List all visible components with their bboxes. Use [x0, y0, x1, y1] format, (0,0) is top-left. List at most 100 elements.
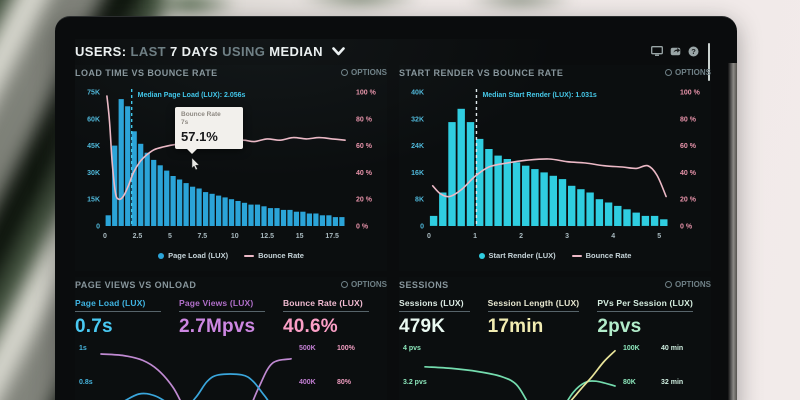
bounce-rate-tooltip: Bounce Rate 7s 57.1%	[175, 107, 243, 154]
x-axis-tick: 12.5	[260, 233, 274, 240]
metric-underline	[487, 311, 580, 312]
x-axis-tick: 2	[519, 233, 523, 240]
options-button[interactable]: OPTIONS	[340, 280, 387, 289]
chevron-down-icon[interactable]	[332, 46, 345, 56]
page-views-trend-chart[interactable]: 1s 0.8s 500K 100% 400K 80%	[75, 340, 387, 400]
y-axis-tick-left: 16K	[411, 170, 424, 177]
histogram-bar	[177, 179, 183, 226]
dashboard-screen: USERS: LAST 7 DAYS USING MEDIAN ?	[75, 39, 711, 400]
metric-underline	[283, 311, 369, 312]
legend-item: Bounce Rate	[571, 251, 631, 260]
mini-y-tick-right-b: 100%	[337, 345, 356, 352]
tooltip-value: 57.1%	[181, 128, 218, 144]
histogram-bar	[494, 155, 502, 226]
options-button[interactable]: OPTIONS	[340, 68, 387, 77]
mini-y-tick-left: 4 pvs	[403, 345, 421, 352]
histogram-bar	[326, 215, 332, 226]
histogram-bar	[157, 165, 163, 226]
x-axis-tick: 15	[296, 233, 304, 240]
title-users: USERS:	[75, 43, 127, 59]
display-icon[interactable]	[651, 46, 663, 56]
histogram-bar	[531, 169, 539, 226]
options-button[interactable]: OPTIONS	[664, 280, 711, 289]
panel-page-views: PAGE VIEWS VS ONLOAD OPTIONS Page Load (…	[75, 277, 387, 400]
histogram-bar	[660, 219, 668, 226]
x-axis-tick: 7.5	[197, 233, 207, 240]
mini-y-tick-right-a: 100K	[623, 345, 640, 352]
laptop-screen-frame: USERS: LAST 7 DAYS USING MEDIAN ?	[55, 16, 737, 400]
histogram-bar	[151, 159, 157, 226]
mini-y-tick-right-a: 500K	[299, 345, 316, 352]
x-axis-tick: 10	[231, 233, 239, 240]
y-axis-tick-right: 60 %	[680, 143, 697, 150]
histogram-bar	[568, 185, 576, 226]
tooltip-subtitle: 7s	[181, 119, 189, 127]
histogram-bar	[267, 208, 274, 226]
y-axis-tick-right: 20 %	[680, 197, 697, 204]
gear-icon	[340, 69, 348, 76]
y-axis-tick-right: 60 %	[356, 143, 373, 150]
histogram-bar	[540, 172, 548, 226]
histogram-bar	[287, 209, 293, 226]
y-axis-tick-right: 40 %	[356, 170, 373, 177]
histogram-bar	[623, 209, 631, 227]
histogram-bar	[512, 162, 521, 226]
gear-icon	[664, 281, 672, 288]
histogram-bar	[248, 204, 254, 226]
y-axis-tick-left: 32K	[411, 116, 424, 123]
histogram-bar	[196, 188, 202, 226]
mini-y-tick-left: 0.8s	[79, 379, 93, 386]
panel-title: PAGE VIEWS VS ONLOAD	[75, 279, 197, 290]
export-icon[interactable]	[670, 46, 681, 56]
title-median: MEDIAN	[269, 43, 323, 59]
x-axis-tick: 4	[611, 233, 615, 240]
header-icons: ?	[651, 46, 699, 57]
histogram-bar	[558, 179, 567, 226]
mini-y-tick-right-a: 400K	[299, 379, 316, 386]
histogram-bar	[485, 149, 493, 226]
histogram-bar	[549, 175, 557, 227]
y-axis-tick-left: 24K	[411, 143, 424, 150]
histogram-bar	[170, 176, 176, 226]
histogram-bar	[209, 193, 215, 226]
load-time-chart[interactable]: 75K 60K 45K 30K 15K 0 100 % 80 % 60 % 40 % 20 % 0 %…	[75, 82, 387, 250]
median-label: Median Start Render (LUX): 1.031s	[482, 92, 596, 99]
histogram-bar	[339, 217, 345, 226]
date-range-selector[interactable]: USERS: LAST 7 DAYS USING MEDIAN	[75, 44, 345, 59]
scrollbar[interactable]	[707, 43, 710, 81]
histogram-bar	[131, 131, 137, 226]
session-length-line	[570, 349, 616, 400]
sessions-trend-chart[interactable]: 4 pvs 3.2 pvs 100K 40 min 80K 32 min	[399, 340, 711, 400]
help-icon[interactable]: ?	[688, 46, 699, 57]
y-axis-tick-left: 60K	[87, 116, 100, 123]
options-button[interactable]: OPTIONS	[664, 68, 711, 77]
histogram-bar	[261, 206, 267, 226]
x-axis-tick: 0	[103, 233, 107, 240]
histogram-bar	[522, 165, 530, 226]
start-render-chart[interactable]: 40K 32K 24K 16K 8K 0 100 % 80 % 60 % 40 % 20 % 0 % 0…	[399, 82, 711, 250]
histogram-bar	[280, 209, 287, 226]
legend-item: Page Load (LUX)	[158, 251, 228, 260]
histogram-bar	[313, 213, 319, 226]
gear-icon	[340, 281, 348, 288]
mini-y-tick-right-b: 80%	[337, 379, 352, 386]
cursor-pointer-icon	[191, 157, 200, 175]
y-axis-tick-right: 0 %	[680, 224, 693, 231]
panel-page-views-header: PAGE VIEWS VS ONLOAD OPTIONS	[75, 277, 387, 292]
histogram-bar	[632, 212, 640, 226]
histogram-bar	[274, 208, 280, 226]
panel-title: SESSIONS	[399, 279, 449, 290]
x-axis-tick: 3	[565, 233, 569, 240]
start-render-legend: Start Render (LUX) Bounce Rate	[399, 251, 711, 260]
histogram-bar	[125, 106, 131, 226]
histogram-bar	[595, 199, 604, 226]
panel-grid: LOAD TIME VS BOUNCE RATE OPTIONS 75K 60K 4…	[75, 65, 711, 400]
median-label: Median Page Load (LUX): 2.056s	[138, 92, 246, 99]
histogram-bar	[641, 215, 650, 226]
x-axis-tick: 5	[657, 233, 661, 240]
histogram-bar	[216, 195, 222, 226]
gear-icon	[664, 69, 672, 76]
x-axis-tick: 17.5	[325, 233, 339, 240]
panel-sessions: SESSIONS OPTIONS Sessions (LUX) 479K	[399, 277, 711, 400]
y-axis-tick-right: 40 %	[680, 170, 697, 177]
